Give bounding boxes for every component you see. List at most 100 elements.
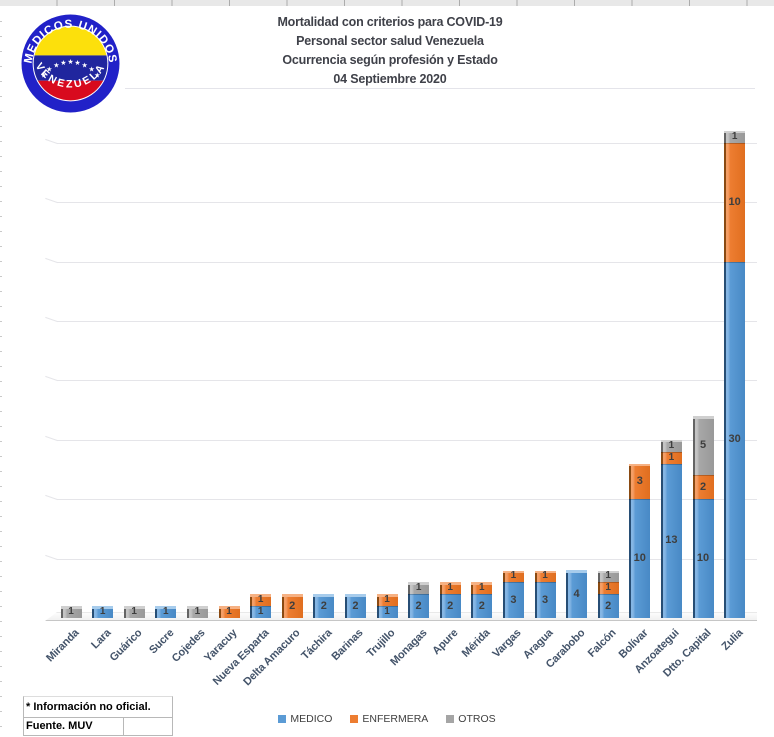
svg-text:★: ★ [74,59,80,67]
bar-segment-medico[interactable]: 10 [629,499,651,618]
bar-segment-medico[interactable]: 13 [660,463,682,618]
bar-t-chira[interactable]: 2 [313,594,335,618]
bar-segment-enfermera[interactable]: 2 [281,594,303,618]
bar-bol-var[interactable]: 10 3 [629,463,651,618]
bar-anzoategui[interactable]: 13 1 1 [660,439,682,618]
bar-segment-enfermera[interactable]: 1 [502,570,524,583]
bar-segment-enfermera[interactable]: 2 [692,475,714,500]
bar-zulia[interactable]: 30 10 1 [724,130,746,618]
chart-legend: MEDICO ENFERMERA OTROS [0,713,774,725]
gridline-30 [57,261,757,263]
bar-segment-enfermera[interactable]: 1 [597,582,619,595]
bar-cojedes[interactable]: 1 [186,606,208,618]
bar-gu-rico[interactable]: 1 [123,606,145,618]
bar-segment-enfermera[interactable]: 1 [250,594,272,607]
bar-segment-otros[interactable]: 1 [186,606,208,618]
chart-title-line-1: Mortalidad con criterios para COVID-19 [277,15,503,29]
bar-carabobo[interactable]: 4 [566,570,588,618]
bar-segment-medico[interactable]: 1 [155,606,177,618]
bar-segment-otros[interactable]: 1 [60,606,82,618]
bar-yaracuy[interactable]: 1 [218,606,240,618]
gridline-20 [57,380,757,382]
bar-segment-medico[interactable]: 2 [597,594,619,618]
data-label: 1 [415,582,422,594]
bar-lara[interactable]: 1 [92,606,114,618]
bar-segment-otros[interactable]: 1 [123,606,145,618]
svg-text:★: ★ [53,62,59,70]
data-label: 10 [728,195,741,208]
bar-segment-medico[interactable]: 2 [408,594,430,618]
bar-segment-otros[interactable]: 1 [660,439,682,452]
bar-segment-otros[interactable]: 1 [597,570,619,583]
gridline-40 [57,142,757,144]
bar-barinas[interactable]: 2 [344,594,366,618]
bar-segment-medico[interactable]: 1 [92,606,114,618]
bar-segment-medico[interactable]: 10 [692,499,714,618]
bar-segment-enfermera[interactable]: 1 [534,570,556,583]
data-label: 2 [699,480,707,493]
bar-segment-medico[interactable]: 2 [439,594,461,618]
data-label: 1 [668,439,675,451]
bar-segment-otros[interactable]: 1 [408,582,430,595]
bar-segment-enfermera[interactable]: 1 [660,451,682,464]
bar-segment-medico[interactable]: 1 [250,606,272,618]
bar-segment-enfermera[interactable]: 1 [218,606,240,618]
svg-text:★: ★ [81,62,87,70]
data-label: 1 [510,570,517,582]
legend-item-medico[interactable]: MEDICO [278,713,332,725]
data-label: 13 [665,534,678,547]
data-label: 1 [68,606,74,618]
bar-segment-medico[interactable]: 1 [376,606,398,618]
svg-text:★: ★ [94,72,100,80]
bar-segment-medico[interactable]: 3 [502,582,524,618]
bar-segment-enfermera[interactable]: 1 [471,582,493,595]
footnote-source: Fuente. MUV [24,718,124,735]
bar-segment-medico[interactable]: 2 [344,594,366,618]
bar-segment-medico[interactable]: 2 [471,594,493,618]
footnote-unofficial: * Información no oficial. [24,697,172,718]
data-label: 2 [415,599,422,612]
svg-text:★: ★ [67,58,73,66]
data-label: 1 [605,570,611,582]
bar-segment-otros[interactable]: 5 [692,416,714,476]
bar-segment-medico[interactable]: 3 [534,582,556,618]
bar-sucre[interactable]: 1 [155,606,177,618]
bar-segment-enfermera[interactable]: 10 [724,142,746,262]
chart-title-line-2: Personal sector salud Venezuela [296,34,484,48]
gridline-10 [57,499,757,501]
legend-item-enfermera[interactable]: ENFERMERA [350,713,428,725]
data-label: 1 [447,582,453,594]
data-label: 3 [541,593,549,606]
bar-delta-amacuro[interactable]: 2 [281,594,303,618]
bar-segment-medico[interactable]: 4 [566,570,588,618]
flag-stars: ★★ ★ ★ ★ ★ ★★ ★ [41,58,101,80]
bar-segment-enfermera[interactable]: 3 [629,463,651,500]
data-label: 4 [573,587,580,600]
data-label: 1 [194,606,201,618]
footnote-table: * Información no oficial. Fuente. MUV [23,696,173,736]
bar-segment-medico[interactable]: 2 [313,594,335,618]
bar-segment-enfermera[interactable]: 1 [376,594,398,607]
bar-segment-medico[interactable]: 30 [724,261,746,618]
legend-label-otros: OTROS [458,713,496,725]
bar-segment-otros[interactable]: 1 [724,130,746,143]
bar-dtto-capital[interactable]: 10 2 5 [692,416,714,618]
data-label: 3 [636,474,643,487]
data-label: 10 [696,552,710,565]
bar-segment-enfermera[interactable]: 1 [439,582,461,595]
bar-miranda[interactable]: 1 [60,606,82,618]
data-label: 2 [605,599,612,612]
data-label: 2 [320,599,327,612]
legend-item-otros[interactable]: OTROS [446,713,496,725]
legend-label-enfermera: ENFERMERA [362,713,429,725]
